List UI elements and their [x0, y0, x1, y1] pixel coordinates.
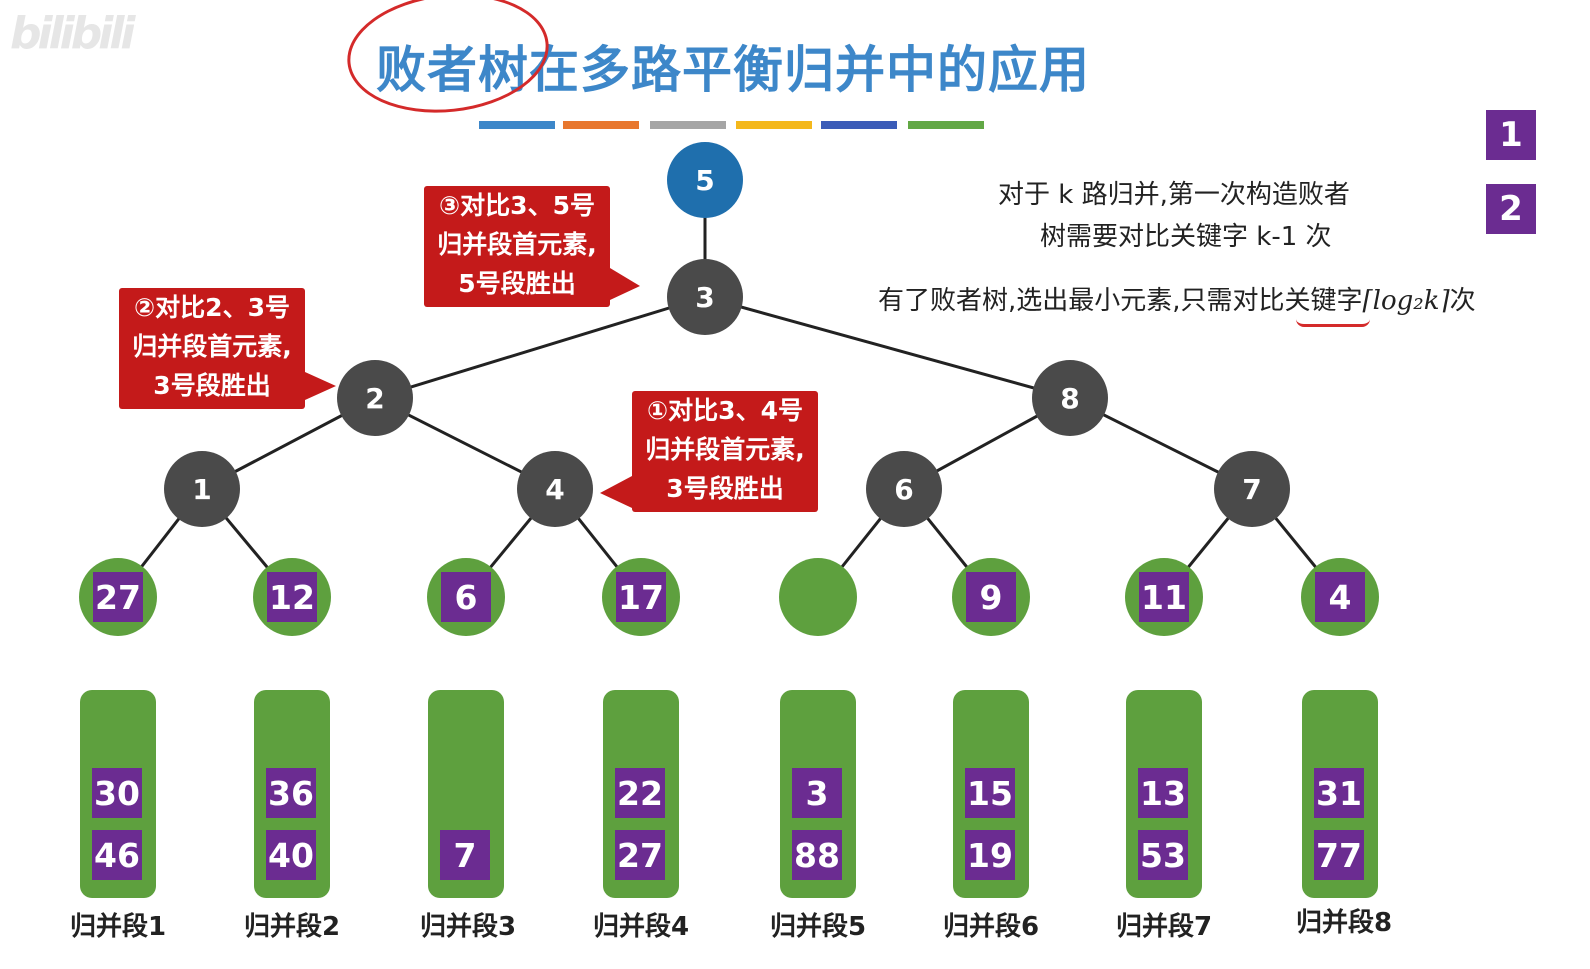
tree-node-3: 3: [667, 259, 743, 335]
note-line-3: 有了败者树,选出最小元素,只需对比关键字⌈log₂k⌉次: [878, 280, 1476, 317]
segment-value: 88: [792, 830, 842, 880]
segment-value: 22: [615, 768, 665, 818]
leaf-node-6: 9: [952, 558, 1030, 636]
note-line-3-prefix: 有了败者树,选出最小元素,只需对比关键字: [878, 286, 1363, 316]
callout-1-pointer: [600, 476, 632, 508]
segment-label-5: 归并段5: [769, 912, 867, 942]
callout-step-3-line-2: 归并段首元素,: [437, 230, 597, 259]
note-line-2: 树需要对比关键字 k-1 次: [1040, 222, 1332, 252]
merge-segment-5: 3 88: [780, 690, 856, 898]
segment-value: 30: [92, 768, 142, 818]
red-underline-annotation: [1296, 319, 1370, 327]
merge-segment-3: 7: [428, 690, 504, 898]
merge-segment-4: 22 27: [603, 690, 679, 898]
tree-node-6: 6: [866, 451, 942, 527]
segment-value: 36: [266, 768, 316, 818]
segment-value: 53: [1138, 830, 1188, 880]
segment-value: 31: [1314, 768, 1364, 818]
tree-node-7: 7: [1214, 451, 1290, 527]
tree-node-8: 8: [1032, 360, 1108, 436]
leaf-value: 9: [966, 572, 1016, 622]
leaf-value: 4: [1315, 572, 1365, 622]
callout-step-3: ③对比3、5号 归并段首元素, 5号段胜出: [424, 186, 610, 307]
legend-box-1: 1: [1486, 110, 1536, 160]
segment-label-4: 归并段4: [592, 912, 690, 942]
callout-step-3-line-1: ③对比3、5号: [439, 191, 595, 220]
tree-node-1: 1: [164, 451, 240, 527]
page-title: 败者树在多路平衡归并中的应用: [376, 41, 1090, 99]
merge-segment-1: 30 46: [80, 690, 156, 898]
segment-value: 27: [615, 830, 665, 880]
merge-segment-8: 31 77: [1302, 690, 1378, 898]
leaf-node-2: 12: [253, 558, 331, 636]
tree-node-4: 4: [517, 451, 593, 527]
segment-value: 77: [1314, 830, 1364, 880]
merge-segment-6: 15 19: [953, 690, 1029, 898]
leaf-value: 12: [267, 572, 317, 622]
leaf-node-5-empty: [779, 558, 857, 636]
segment-label-6: 归并段6: [942, 912, 1040, 942]
leaf-node-3: 6: [427, 558, 505, 636]
segment-label-7: 归并段7: [1115, 912, 1213, 942]
segment-label-2: 归并段2: [243, 912, 341, 942]
segment-label-3: 归并段3: [419, 912, 517, 942]
callout-step-1-line-2: 归并段首元素,: [645, 435, 805, 464]
segment-value: 15: [965, 768, 1015, 818]
callout-3-pointer: [610, 268, 640, 300]
segment-value: 19: [965, 830, 1015, 880]
segment-value: 7: [440, 830, 490, 880]
segment-label-1: 归并段1: [69, 912, 167, 942]
title-color-bar-6: [908, 121, 984, 129]
callout-step-1-line-1: ①对比3、4号: [647, 396, 803, 425]
callout-step-1: ①对比3、4号 归并段首元素, 3号段胜出: [632, 391, 818, 512]
tree-node-2: 2: [337, 360, 413, 436]
title-color-bar-3: [650, 121, 726, 129]
callout-step-2-line-1: ②对比2、3号: [134, 293, 290, 322]
segment-value: 3: [792, 768, 842, 818]
leaf-node-8: 4: [1301, 558, 1379, 636]
tree-root-node: 5: [667, 142, 743, 218]
leaf-node-7: 11: [1125, 558, 1203, 636]
segment-value: 40: [266, 830, 316, 880]
leaf-value: 27: [93, 572, 143, 622]
segment-label-8: 归并段8: [1295, 908, 1393, 938]
callout-2-pointer: [305, 372, 336, 400]
leaf-node-4: 17: [602, 558, 680, 636]
title-color-bar-5: [821, 121, 897, 129]
edge-3-2: [374, 295, 706, 400]
merge-segment-7: 13 53: [1126, 690, 1202, 898]
edge-3-8: [704, 295, 1071, 400]
callout-step-3-line-3: 5号段胜出: [458, 269, 576, 298]
callout-step-2-line-3: 3号段胜出: [153, 371, 271, 400]
title-color-bar-1: [479, 121, 555, 129]
title-color-bar-2: [563, 121, 639, 129]
watermark-logo: bilibili: [10, 8, 136, 59]
leaf-node-1: 27: [79, 558, 157, 636]
legend-box-2: 2: [1486, 184, 1536, 234]
leaf-value: 6: [441, 572, 491, 622]
leaf-value: 11: [1139, 572, 1189, 622]
title-color-bar-4: [736, 121, 812, 129]
callout-step-2-line-2: 归并段首元素,: [132, 332, 292, 361]
segment-value: 13: [1138, 768, 1188, 818]
leaf-value: 17: [616, 572, 666, 622]
note-line-3-suffix: 次: [1449, 286, 1476, 316]
log-formula: ⌈log₂k⌉: [1362, 286, 1450, 316]
callout-step-1-line-3: 3号段胜出: [666, 474, 784, 503]
callout-step-2: ②对比2、3号 归并段首元素, 3号段胜出: [119, 288, 305, 409]
merge-segment-2: 36 40: [254, 690, 330, 898]
segment-value: 46: [92, 830, 142, 880]
note-line-1: 对于 k 路归并,第一次构造败者: [998, 180, 1350, 210]
